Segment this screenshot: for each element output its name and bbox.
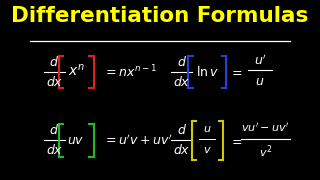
Text: $= u'v + uv'$: $= u'v + uv'$ xyxy=(103,133,173,148)
Text: $vu' - uv'$: $vu' - uv'$ xyxy=(241,121,290,134)
Text: $dx$: $dx$ xyxy=(46,75,63,89)
Text: $u'$: $u'$ xyxy=(254,53,267,68)
Text: $v$: $v$ xyxy=(203,145,212,155)
Text: $dx$: $dx$ xyxy=(46,143,63,157)
Text: Differentiation Formulas: Differentiation Formulas xyxy=(11,6,309,26)
Text: $d$: $d$ xyxy=(177,123,187,138)
Text: $u$: $u$ xyxy=(255,75,265,88)
Text: $x^n$: $x^n$ xyxy=(68,62,84,78)
Text: $dx$: $dx$ xyxy=(173,143,190,157)
Text: $=$: $=$ xyxy=(229,134,243,147)
Text: $=$: $=$ xyxy=(229,66,243,78)
Text: $\ln v$: $\ln v$ xyxy=(196,65,219,79)
Text: $d$: $d$ xyxy=(177,55,187,69)
Text: $= nx^{n-1}$: $= nx^{n-1}$ xyxy=(103,64,157,80)
Text: $d$: $d$ xyxy=(50,123,60,138)
Text: $dx$: $dx$ xyxy=(173,75,190,89)
Text: $v^2$: $v^2$ xyxy=(259,144,272,160)
Text: $d$: $d$ xyxy=(50,55,60,69)
Text: $u$: $u$ xyxy=(203,124,212,134)
Text: $uv$: $uv$ xyxy=(68,134,85,147)
